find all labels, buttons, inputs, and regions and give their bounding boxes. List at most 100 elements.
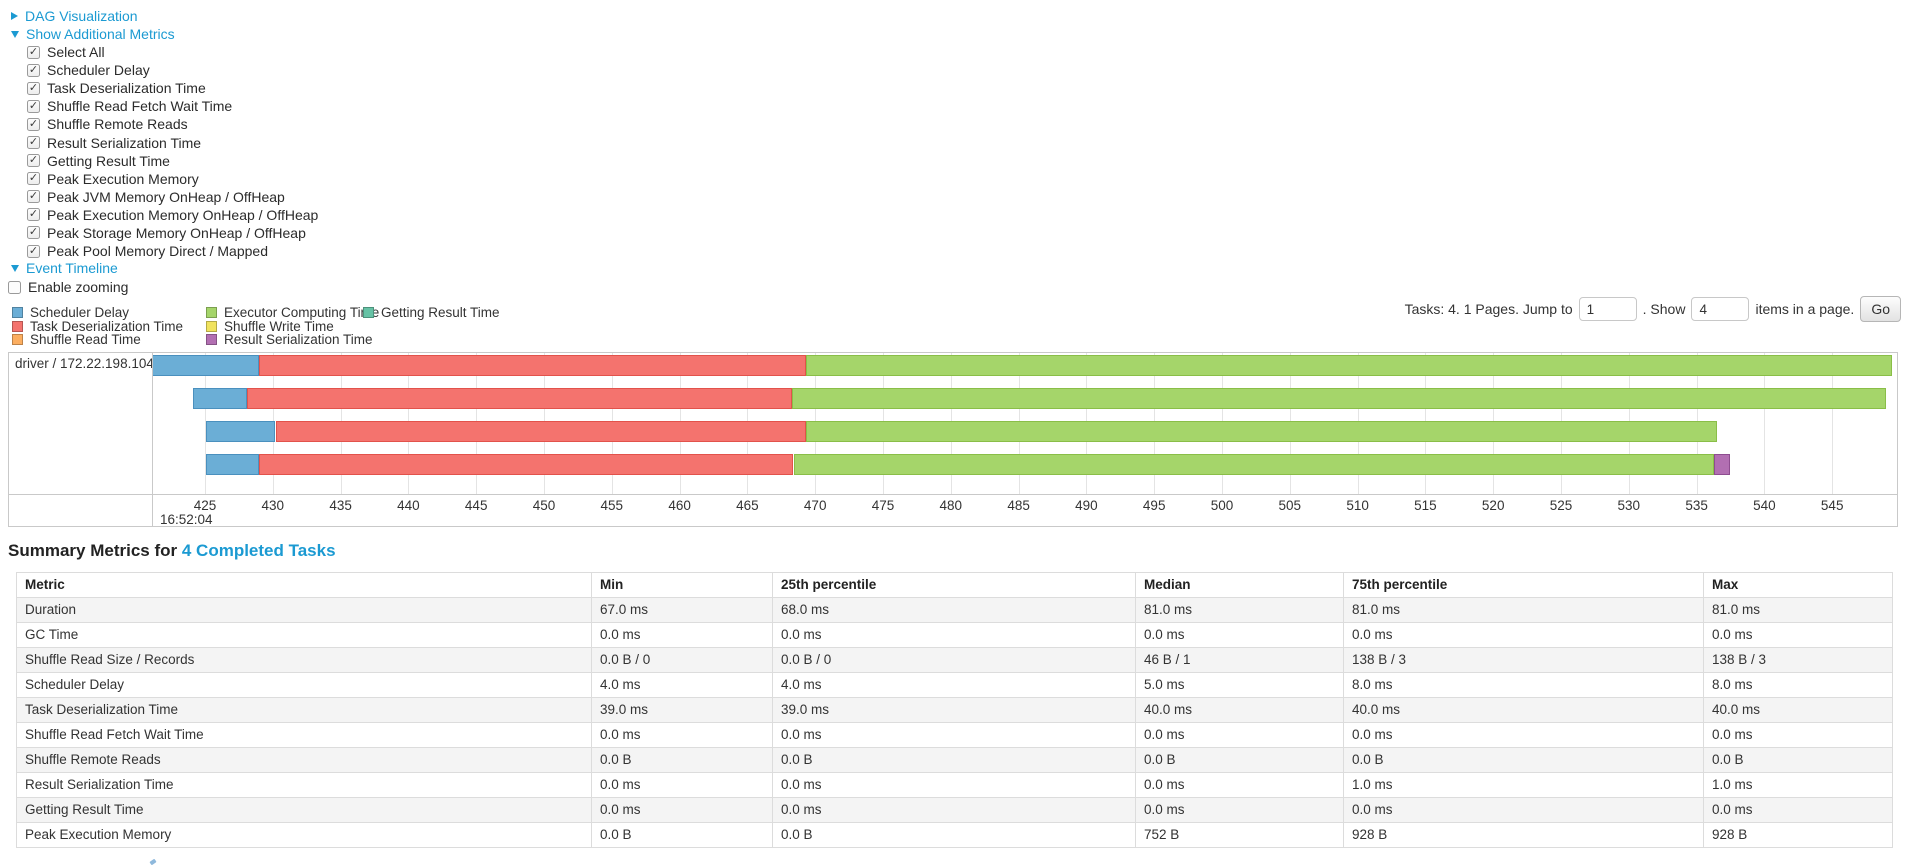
metric-value-cell: 40.0 ms	[1343, 697, 1704, 723]
metric-checkbox[interactable]: ✓	[27, 208, 40, 222]
table-header-cell: Metric	[16, 572, 592, 598]
task-4-segment-task-deserialization[interactable]	[259, 454, 794, 475]
expanded-arrow-icon	[11, 264, 19, 272]
metric-value-cell: 0.0 ms	[1343, 797, 1704, 823]
metric-checkbox-row[interactable]: ✓ Peak JVM Memory OnHeap / OffHeap	[27, 188, 318, 206]
metric-value-cell: 0.0 ms	[772, 722, 1136, 748]
table-row: Task Deserialization Time 39.0 ms 39.0 ms 4…	[16, 697, 1893, 723]
enable-zooming-checkbox[interactable]	[8, 280, 21, 294]
task-3-segment-executor-computing[interactable]	[805, 421, 1717, 442]
summary-heading-text: Summary Metrics for	[8, 541, 178, 560]
metric-checkbox[interactable]: ✓	[27, 99, 40, 113]
show-additional-metrics-toggle[interactable]: Show Additional Metrics	[11, 26, 175, 42]
enable-zooming-row[interactable]: Enable zooming	[8, 278, 128, 296]
metric-checkbox[interactable]: ✓	[27, 117, 40, 131]
metric-name-cell: GC Time	[16, 622, 592, 648]
go-button[interactable]: Go	[1860, 296, 1901, 322]
legend-label: Shuffle Write Time	[224, 318, 334, 334]
task-2-segment-executor-computing[interactable]	[792, 388, 1887, 409]
metric-checkbox-row[interactable]: ✓ Scheduler Delay	[27, 61, 318, 79]
task-1-segment-scheduler-delay[interactable]	[153, 355, 260, 376]
metric-checkbox-row[interactable]: ✓ Peak Pool Memory Direct / Mapped	[27, 242, 318, 260]
metric-name-cell: Shuffle Remote Reads	[16, 747, 592, 773]
axis-tick-row: 425 430 435 440 445 450 455 460 465 470 475 480 485 4…	[153, 495, 1897, 526]
axis-tick-label: 445	[464, 498, 488, 513]
task-3-segment-scheduler-delay[interactable]	[206, 421, 276, 442]
metric-name-cell: Peak Execution Memory	[16, 822, 592, 848]
table-row: Scheduler Delay 4.0 ms 4.0 ms 5.0 ms 8.0 ms 8…	[16, 672, 1893, 698]
metric-value-cell: 81.0 ms	[1343, 597, 1704, 623]
axis-tick-label: 450	[532, 498, 556, 513]
table-header-cell: Median	[1135, 572, 1344, 598]
axis-tick-label: 525	[1549, 498, 1573, 513]
metric-checkbox[interactable]: ✓	[27, 154, 40, 168]
metric-checkbox[interactable]: ✓	[27, 136, 40, 150]
task-1-segment-task-deserialization[interactable]	[259, 355, 806, 376]
event-timeline-chart: driver / 172.22.198.104 425 430 435 440 445 4…	[8, 352, 1898, 527]
metric-value-cell: 0.0 ms	[1135, 622, 1344, 648]
metric-checkbox[interactable]: ✓	[27, 244, 40, 258]
metric-value-cell: 0.0 B	[591, 747, 773, 773]
event-timeline-toggle[interactable]: Event Timeline	[11, 260, 118, 276]
metric-value-cell: 138 B / 3	[1703, 647, 1893, 673]
legend-item: Shuffle Read Time	[12, 332, 183, 347]
metric-name-cell: Result Serialization Time	[16, 772, 592, 798]
completed-tasks-link[interactable]: 4 Completed Tasks	[181, 541, 336, 560]
metric-checkbox-row[interactable]: ✓ Peak Execution Memory	[27, 170, 318, 188]
axis-tick-label: 435	[329, 498, 352, 513]
dag-visualization-toggle[interactable]: DAG Visualization	[11, 8, 138, 24]
metric-checkbox[interactable]: ✓	[27, 172, 40, 186]
metric-checkbox-row[interactable]: ✓ Getting Result Time	[27, 152, 318, 170]
task-2-segment-scheduler-delay[interactable]	[192, 388, 248, 409]
metric-checkbox[interactable]: ✓	[27, 190, 40, 204]
task-4-segment-result-serialization[interactable]	[1714, 454, 1731, 475]
axis-tick-label: 500	[1210, 498, 1234, 513]
additional-metrics-list: ✓ Select All ✓ Scheduler Delay ✓ Task Deseria…	[27, 43, 318, 260]
metric-checkbox-row[interactable]: ✓ Peak Storage Memory OnHeap / OffHeap	[27, 224, 318, 242]
task-4-segment-scheduler-delay[interactable]	[206, 454, 260, 475]
metric-checkbox-label: Peak JVM Memory OnHeap / OffHeap	[47, 188, 285, 205]
metric-checkbox[interactable]: ✓	[27, 45, 40, 59]
items-per-page-input[interactable]	[1691, 297, 1750, 321]
axis-tick-label: 515	[1414, 498, 1437, 513]
task-1-segment-executor-computing[interactable]	[805, 355, 1892, 376]
metric-checkbox-row[interactable]: ✓ Shuffle Remote Reads	[27, 115, 318, 133]
metric-checkbox[interactable]: ✓	[27, 63, 40, 77]
collapsed-arrow-icon	[11, 12, 18, 20]
metric-checkbox-label: Getting Result Time	[47, 152, 170, 169]
metric-value-cell: 0.0 B	[1135, 747, 1344, 773]
metric-checkbox-row[interactable]: ✓ Task Deserialization Time	[27, 79, 318, 97]
legend-swatch-getting-result-icon	[363, 307, 374, 319]
legend-label: Result Serialization Time	[224, 332, 373, 348]
axis-tick-label: 485	[1007, 498, 1030, 513]
metric-value-cell: 0.0 ms	[1703, 722, 1893, 748]
jump-to-page-input[interactable]	[1578, 297, 1637, 321]
metric-value-cell: 0.0 ms	[1135, 722, 1344, 748]
metric-checkbox-row[interactable]: ✓ Peak Execution Memory OnHeap / OffHeap	[27, 206, 318, 224]
metric-value-cell: 5.0 ms	[1135, 672, 1344, 698]
summary-metrics-table: Metric Min 25th percentile Median 75th perce…	[16, 572, 1893, 848]
metric-value-cell: 0.0 ms	[591, 797, 773, 823]
metric-checkbox-row[interactable]: ✓ Select All	[27, 43, 318, 61]
metric-value-cell: 67.0 ms	[591, 597, 773, 623]
metric-checkbox-row[interactable]: ✓ Shuffle Read Fetch Wait Time	[27, 97, 318, 115]
legend-label: Getting Result Time	[381, 305, 500, 321]
metric-value-cell: 138 B / 3	[1343, 647, 1704, 673]
task-4-segment-executor-computing[interactable]	[793, 454, 1715, 475]
metric-checkbox[interactable]: ✓	[27, 226, 40, 240]
axis-tick-label: 440	[397, 498, 420, 513]
metric-value-cell: 40.0 ms	[1703, 697, 1893, 723]
metric-checkbox-label: Peak Pool Memory Direct / Mapped	[47, 243, 268, 260]
metric-checkbox-row[interactable]: ✓ Result Serialization Time	[27, 133, 318, 151]
metric-checkbox[interactable]: ✓	[27, 81, 40, 95]
timeline-group-column: driver / 172.22.198.104	[9, 353, 153, 526]
task-2-segment-task-deserialization[interactable]	[247, 388, 793, 409]
metric-value-cell: 0.0 ms	[591, 622, 773, 648]
axis-tick-label: 540	[1753, 498, 1776, 513]
axis-tick-label: 480	[939, 498, 963, 513]
task-3-segment-task-deserialization[interactable]	[275, 421, 806, 442]
legend-item: Scheduler Delay	[12, 305, 183, 320]
axis-tick-label: 425	[193, 498, 217, 513]
axis-tick-label: 465	[736, 498, 759, 513]
